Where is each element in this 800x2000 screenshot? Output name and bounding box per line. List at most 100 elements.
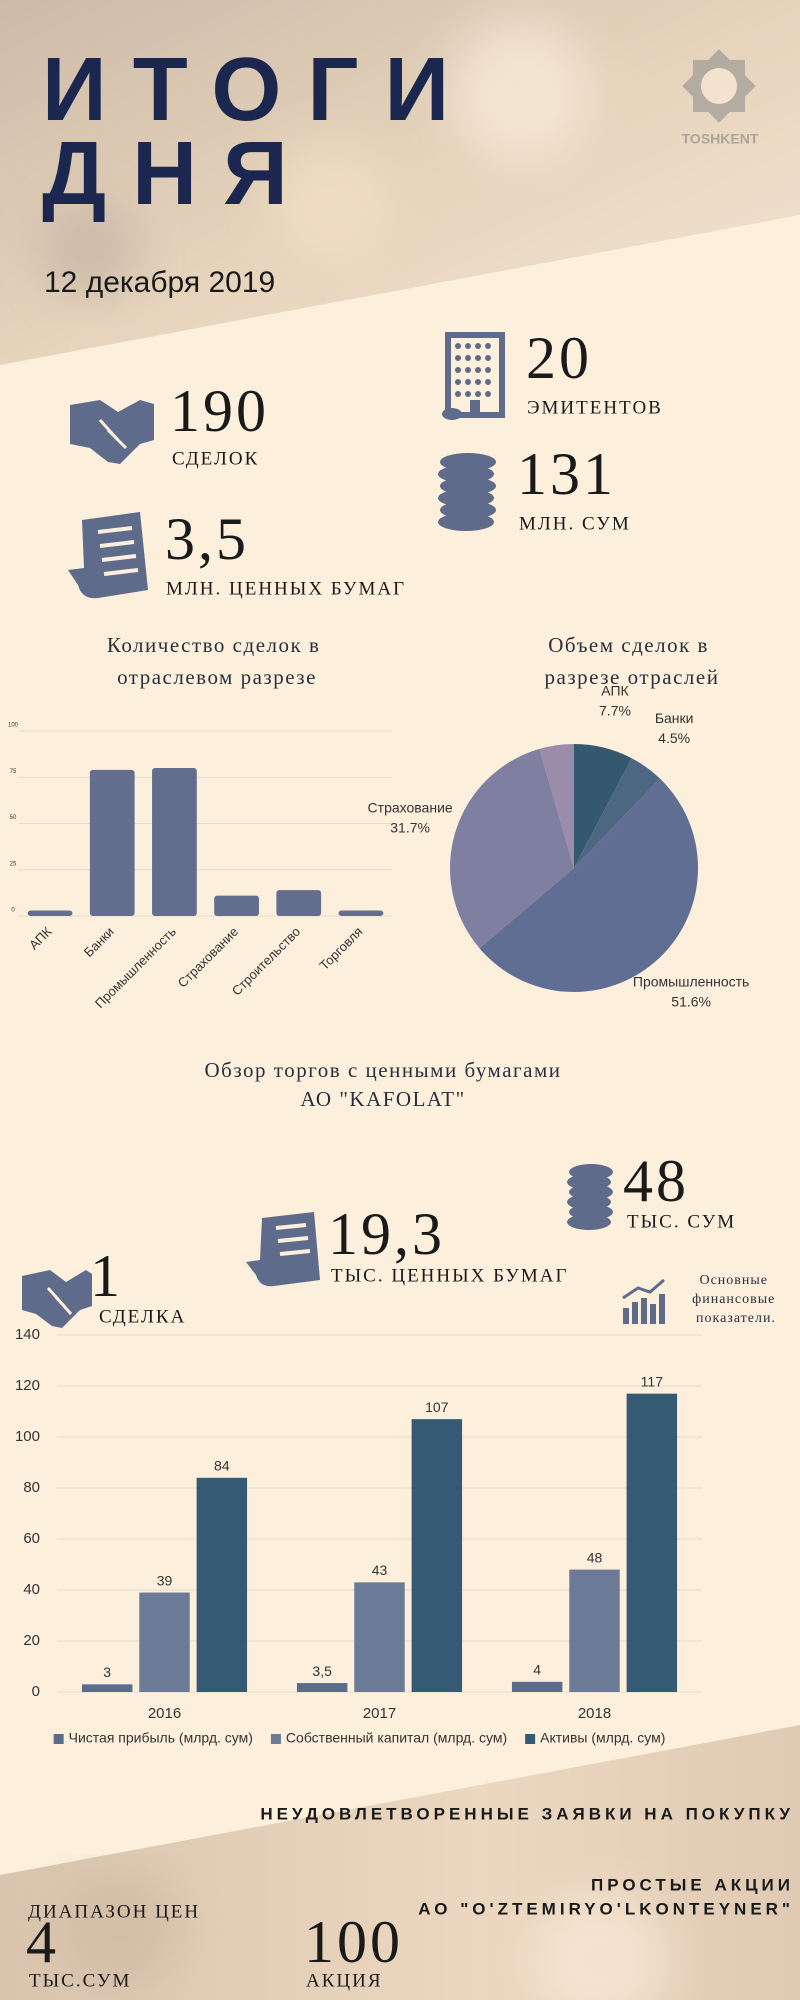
bar — [569, 1569, 620, 1692]
bar — [196, 1477, 248, 1692]
legend-label: Чистая прибыль (млрд. сум) — [69, 1730, 253, 1746]
pie-label: Промышленность — [633, 973, 749, 989]
y-tick-label: 100 — [15, 1428, 40, 1445]
stat-value: 48 — [623, 1148, 689, 1214]
header-glow — [40, 20, 590, 300]
section-title: Обзор торгов с ценными бумагами — [205, 1058, 562, 1082]
bar — [139, 1592, 190, 1692]
bar — [354, 1582, 405, 1692]
y-tick-label: 140 — [15, 1326, 40, 1343]
y-tick-label: 120 — [15, 1377, 40, 1394]
stat-value: 19,3 — [328, 1201, 445, 1267]
legend-swatch — [525, 1734, 536, 1744]
data-label: 4 — [533, 1662, 541, 1678]
logo: TOSHKENT — [682, 49, 759, 147]
bar — [214, 895, 259, 916]
title: ДНЯ — [42, 124, 314, 224]
stat-label: ТЫС. СУМ — [627, 1211, 736, 1232]
pie-slice — [539, 744, 574, 868]
coins-icon — [567, 1164, 613, 1230]
bar — [276, 890, 322, 916]
data-label: 84 — [214, 1458, 230, 1474]
pie-slice — [574, 758, 661, 868]
stat-value: 3,5 — [165, 506, 249, 572]
bar — [89, 769, 135, 916]
document-icon — [68, 512, 148, 599]
pie-label: Банки — [655, 710, 694, 726]
stat-label: СДЕЛКА — [99, 1306, 186, 1327]
pie-value-label: 4.5% — [658, 730, 690, 746]
price: 4 — [26, 1909, 59, 1975]
bar — [81, 1684, 133, 1692]
stat-label: СДЕЛОК — [172, 448, 259, 469]
pie-slice — [574, 744, 632, 868]
legend-swatch — [53, 1734, 64, 1744]
stat-value: 20 — [526, 325, 592, 391]
title: ИТОГИ — [42, 40, 475, 140]
data-label: 3 — [103, 1664, 111, 1680]
chart-caption: Основные финансовые показатели. — [692, 1273, 780, 1326]
bar — [296, 1683, 348, 1692]
data-label: 43 — [372, 1562, 388, 1578]
data-label: 107 — [425, 1399, 449, 1415]
data-label: 117 — [641, 1373, 664, 1389]
stat-value: 131 — [517, 441, 616, 507]
quantity-unit: АКЦИЯ — [306, 1970, 383, 1991]
stat-label: ЭМИТЕНТОВ — [527, 397, 663, 418]
logo-text: TOSHKENT — [682, 131, 759, 147]
y-tick-label: 50 — [10, 815, 17, 821]
y-tick-label: 20 — [23, 1632, 40, 1649]
stat-value: 1 — [90, 1243, 123, 1309]
footer-security: ПРОСТЫЕ АКЦИИ — [591, 1875, 794, 1894]
pie-slice — [479, 778, 699, 993]
handshake-icon — [22, 1270, 92, 1328]
bar — [27, 910, 73, 916]
stat-label: МЛН. СУМ — [519, 513, 631, 534]
stat-value: 190 — [170, 378, 269, 444]
footer-glow — [60, 1870, 670, 2000]
y-tick-label: 25 — [10, 861, 17, 867]
bar — [152, 768, 197, 916]
data-label: 48 — [587, 1549, 603, 1565]
chart-icon — [622, 1278, 665, 1324]
building-icon — [442, 332, 505, 420]
legend-swatch — [270, 1734, 281, 1744]
pie-value-label: 51.6% — [671, 993, 711, 1009]
pie-value-label: 7.7% — [599, 703, 631, 719]
pie-label: Страхование — [368, 799, 453, 815]
pie-value-label: 31.7% — [390, 819, 430, 835]
x-tick-label: 2017 — [363, 1705, 396, 1722]
y-tick-label: 100 — [8, 723, 19, 729]
data-label: 3,5 — [312, 1663, 332, 1679]
bar — [511, 1681, 563, 1692]
y-tick-label: 0 — [11, 908, 15, 914]
chart-title: Количество сделок в отраслевом разрезе — [107, 633, 327, 689]
bar — [411, 1419, 463, 1692]
legend-label: Активы (млрд. сум) — [540, 1730, 665, 1746]
y-tick-label: 0 — [32, 1683, 40, 1700]
quantity: 100 — [304, 1909, 403, 1975]
chart-title: Объем сделок в разрезе отраслей — [545, 633, 720, 689]
y-tick-label: 60 — [23, 1530, 40, 1547]
date: 12 декабря 2019 — [44, 266, 275, 299]
handshake-icon — [70, 400, 154, 464]
price-unit: ТЫС.СУМ — [29, 1970, 131, 1991]
x-tick-label: 2016 — [148, 1705, 181, 1722]
footer-heading: НЕУДОВЛЕТВОРЕННЫЕ ЗАЯВКИ НА ПОКУПКУ — [260, 1804, 794, 1823]
x-tick-label: 2018 — [578, 1705, 611, 1722]
footer-company: АО "O'ZTEMIRYO'LKONTEYNER" — [418, 1899, 794, 1918]
document-icon — [246, 1212, 320, 1287]
range-label: ДИАПАЗОН ЦЕН — [28, 1901, 200, 1922]
legend: Чистая прибыль (млрд. сум) Собственный ка… — [53, 1730, 665, 1746]
bar — [338, 910, 384, 916]
legend-label: Собственный капитал (млрд. сум) — [286, 1730, 507, 1746]
header-band — [0, 0, 800, 365]
bar — [626, 1393, 678, 1692]
y-tick-label: 80 — [23, 1479, 40, 1496]
coins-icon — [438, 453, 496, 531]
pie-label: АПК — [601, 683, 629, 699]
stat-label: ТЫС. ЦЕННЫХ БУМАГ — [331, 1265, 568, 1286]
y-tick-label: 40 — [23, 1581, 40, 1598]
y-tick-label: 75 — [10, 769, 17, 775]
